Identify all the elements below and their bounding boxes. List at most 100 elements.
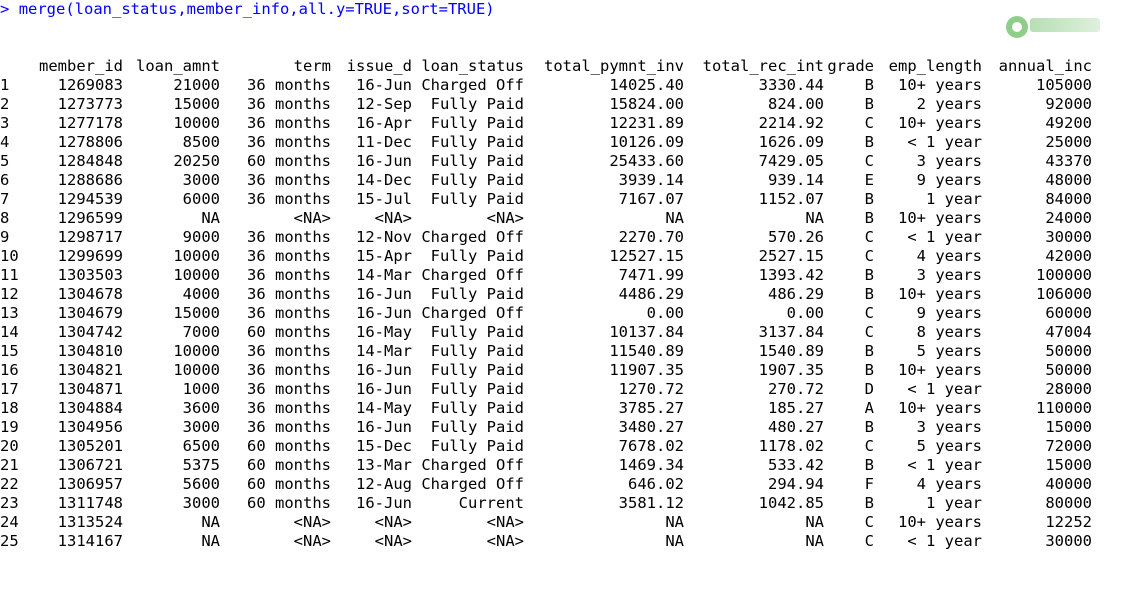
table-row: 8 1296599 NA <NA> <NA> <NA> NA NA B 10+ years 2400… — [0, 209, 1092, 228]
row-number: 15 — [0, 342, 19, 360]
annual-inc-cell: 30000 — [1045, 532, 1092, 550]
loan-status-cell: <NA> — [486, 209, 524, 227]
loan-amnt-cell: 10000 — [173, 266, 220, 284]
term-cell: 60 months — [247, 323, 331, 341]
loan-status-cell: Charged Off — [421, 266, 524, 284]
issue-d-cell: 16-Jun — [356, 76, 412, 94]
header-total-rec-int: total_rec_int — [702, 57, 824, 75]
grade-cell: C — [864, 323, 874, 341]
total-pymnt-inv-cell: 3581.12 — [618, 494, 684, 512]
grade-cell: C — [864, 114, 874, 132]
member-id-cell: 1288686 — [57, 171, 123, 189]
table-row: 4 1278806 8500 36 months 11-Dec Fully Paid 101… — [0, 133, 1092, 152]
annual-inc-cell: 80000 — [1045, 494, 1092, 512]
row-number: 10 — [0, 247, 19, 265]
grade-cell: C — [864, 532, 874, 550]
grade-cell: B — [864, 361, 874, 379]
grade-cell: C — [864, 437, 874, 455]
command-line[interactable]: > merge(loan_status,member_info,all.y=TR… — [0, 0, 1124, 19]
row-number: 23 — [0, 494, 19, 512]
total-pymnt-inv-cell: 25433.60 — [609, 152, 684, 170]
table-row: 7 1294539 6000 36 months 15-Jul Fully Paid 716… — [0, 190, 1092, 209]
total-rec-int-cell: NA — [805, 532, 824, 550]
table-row: 15 1304810 10000 36 months 14-Mar Fully Paid 1… — [0, 342, 1092, 361]
total-pymnt-inv-cell: 1270.72 — [618, 380, 684, 398]
total-pymnt-inv-cell: 11540.89 — [609, 342, 684, 360]
row-number: 14 — [0, 323, 19, 341]
emp-length-cell: 2 years — [916, 95, 982, 113]
emp-length-cell: 5 years — [916, 437, 982, 455]
term-cell: 36 months — [247, 133, 331, 151]
grade-cell: B — [864, 95, 874, 113]
total-pymnt-inv-cell: NA — [665, 209, 684, 227]
loan-status-cell: Charged Off — [421, 456, 524, 474]
term-cell: 36 months — [247, 114, 331, 132]
grade-cell: C — [864, 152, 874, 170]
loan-amnt-cell: 10000 — [173, 342, 220, 360]
loan-amnt-cell: 15000 — [173, 304, 220, 322]
annual-inc-cell: 100000 — [1036, 266, 1092, 284]
loan-status-cell: Fully Paid — [430, 114, 524, 132]
loan-status-cell: Fully Paid — [430, 437, 524, 455]
issue-d-cell: 15-Dec — [356, 437, 412, 455]
annual-inc-cell: 50000 — [1045, 342, 1092, 360]
loan-status-cell: Current — [458, 494, 524, 512]
loan-amnt-cell: 5375 — [182, 456, 220, 474]
loan-amnt-cell: 21000 — [173, 76, 220, 94]
total-pymnt-inv-cell: NA — [665, 513, 684, 531]
emp-length-cell: 10+ years — [898, 114, 982, 132]
row-number: 24 — [0, 513, 19, 531]
loan-amnt-cell: NA — [201, 513, 220, 531]
emp-length-cell: < 1 year — [907, 133, 982, 151]
member-id-cell: 1306721 — [57, 456, 123, 474]
annual-inc-cell: 106000 — [1036, 285, 1092, 303]
grade-cell: B — [864, 190, 874, 208]
emp-length-cell: 10+ years — [898, 209, 982, 227]
total-rec-int-cell: 939.14 — [768, 171, 824, 189]
header-term: term — [293, 57, 331, 75]
loan-status-cell: Fully Paid — [430, 361, 524, 379]
total-pymnt-inv-cell: 14025.40 — [609, 76, 684, 94]
row-number: 4 — [0, 133, 10, 151]
header-rownum — [0, 57, 28, 76]
table-row: 12 1304678 4000 36 months 16-Jun Fully Paid 44… — [0, 285, 1092, 304]
table-row: 14 1304742 7000 60 months 16-May Fully Paid 10… — [0, 323, 1092, 342]
term-cell: 60 months — [247, 475, 331, 493]
header-emp-length: emp_length — [888, 57, 982, 75]
loan-status-cell: Fully Paid — [430, 380, 524, 398]
member-id-cell: 1313524 — [57, 513, 123, 531]
issue-d-cell: 16-Jun — [356, 152, 412, 170]
annual-inc-cell: 28000 — [1045, 380, 1092, 398]
issue-d-cell: 14-Mar — [356, 342, 412, 360]
member-id-cell: 1304810 — [57, 342, 123, 360]
term-cell: 36 months — [247, 399, 331, 417]
total-pymnt-inv-cell: 7167.07 — [618, 190, 684, 208]
total-rec-int-cell: 1152.07 — [758, 190, 824, 208]
table-row: 16 1304821 10000 36 months 16-Jun Fully Paid 1… — [0, 361, 1092, 380]
term-cell: 36 months — [247, 247, 331, 265]
total-rec-int-cell: 824.00 — [768, 95, 824, 113]
loan-status-cell: Fully Paid — [430, 399, 524, 417]
annual-inc-cell: 40000 — [1045, 475, 1092, 493]
member-id-cell: 1304679 — [57, 304, 123, 322]
total-rec-int-cell: 2527.15 — [758, 247, 824, 265]
member-id-cell: 1304678 — [57, 285, 123, 303]
annual-inc-cell: 15000 — [1045, 418, 1092, 436]
member-id-cell: 1284848 — [57, 152, 123, 170]
header-issue-d: issue_d — [346, 57, 412, 75]
grade-cell: B — [864, 76, 874, 94]
issue-d-cell: 12-Nov — [356, 228, 412, 246]
issue-d-cell: 11-Dec — [356, 133, 412, 151]
total-rec-int-cell: 270.72 — [768, 380, 824, 398]
term-cell: 36 months — [247, 171, 331, 189]
member-id-cell: 1298717 — [57, 228, 123, 246]
row-number: 21 — [0, 456, 19, 474]
member-id-cell: 1304821 — [57, 361, 123, 379]
watermark-logo-icon — [1006, 16, 1028, 38]
total-rec-int-cell: 1540.89 — [758, 342, 824, 360]
header-loan-amnt: loan_amnt — [136, 57, 220, 75]
loan-status-cell: Charged Off — [421, 76, 524, 94]
loan-status-cell: Fully Paid — [430, 95, 524, 113]
term-cell: 60 months — [247, 437, 331, 455]
loan-status-cell: Fully Paid — [430, 152, 524, 170]
